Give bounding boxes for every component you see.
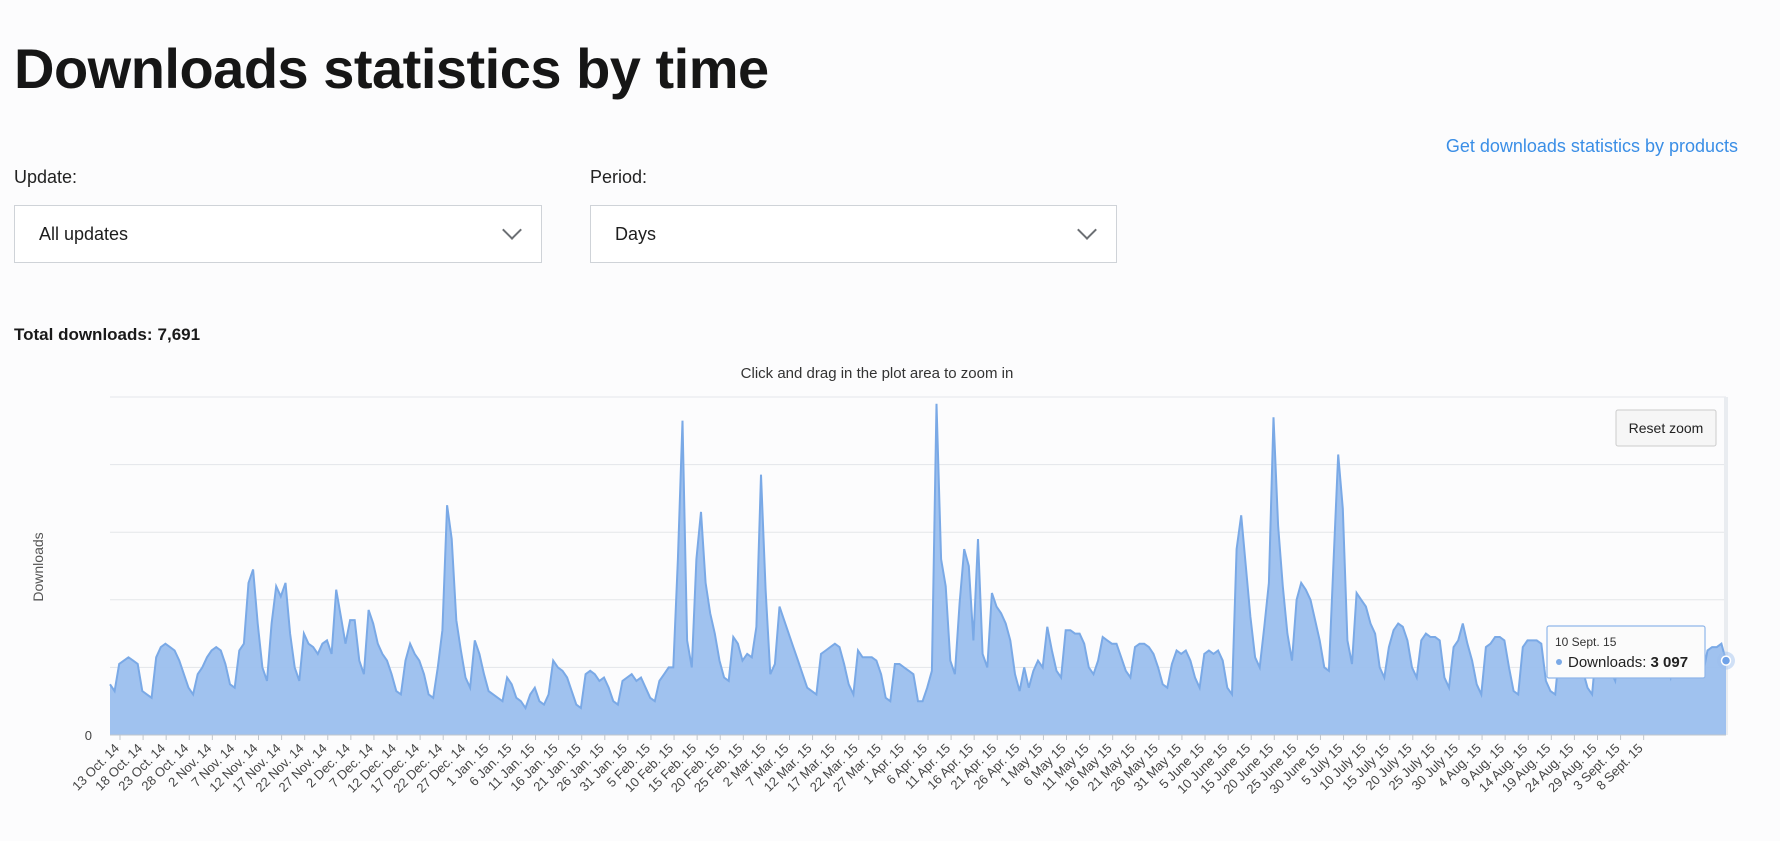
reset-zoom-button-bg[interactable] <box>1615 409 1717 447</box>
period-label: Period: <box>590 167 648 187</box>
total-downloads-value: 7,691 <box>157 325 201 344</box>
y-axis-title: Downloads <box>30 532 46 601</box>
hover-point <box>1720 655 1732 666</box>
update-label: Update: <box>14 167 78 187</box>
downloads-area <box>110 403 1726 735</box>
tooltip-series: Downloads: 3 097 <box>1568 654 1688 671</box>
period-select[interactable]: Days <box>590 205 1117 263</box>
y-tick-label: 0 <box>85 728 92 743</box>
chart-tooltip: 10 Sept. 15 Downloads: 3 097 <box>1546 625 1735 679</box>
tooltip-box <box>1546 625 1706 679</box>
total-downloads: Total downloads: 7,691 <box>14 325 200 345</box>
tooltip-date: 10 Sept. 15 <box>1555 635 1617 649</box>
page-title: Downloads statistics by time <box>14 37 769 100</box>
reset-zoom-button[interactable]: Reset zoom <box>1615 409 1717 447</box>
tooltip-series-marker <box>1556 659 1562 665</box>
downloads-line <box>109 403 1727 711</box>
chart-subtitle: Click and drag in the plot area to zoom … <box>741 365 1014 382</box>
tooltip-value: 3 097 <box>1651 654 1689 671</box>
reset-zoom-label[interactable]: Reset zoom <box>1629 420 1704 436</box>
period-select-value: Days <box>615 224 657 244</box>
chart-series[interactable] <box>109 403 1727 735</box>
update-select[interactable]: All updates <box>14 205 542 263</box>
update-select-value: All updates <box>39 224 129 244</box>
products-statistics-link[interactable]: Get downloads statistics by products <box>1445 136 1738 156</box>
total-downloads-label: Total downloads: <box>14 325 153 344</box>
